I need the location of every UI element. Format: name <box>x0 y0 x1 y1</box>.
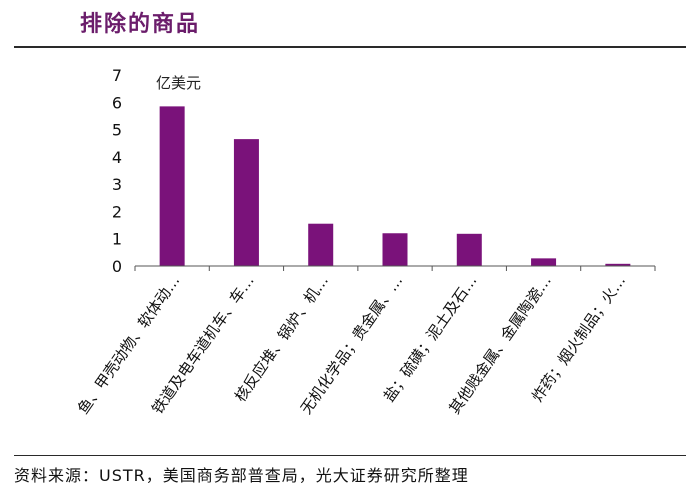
bar <box>531 258 557 266</box>
y-tick-label: 5 <box>112 121 122 140</box>
page-title: 排除的商品 <box>80 11 201 37</box>
y-tick-label: 0 <box>112 257 122 276</box>
x-axis: 鱼、甲壳动物、软体动…铁道及电车道机车、车…核反应堆、锅炉、机…无机化学品；贵金… <box>74 265 656 417</box>
y-tick-label: 3 <box>112 175 122 194</box>
bars <box>159 106 631 266</box>
y-tick-label: 1 <box>112 230 122 249</box>
bar <box>456 233 482 266</box>
bar-chart: 0 1 2 3 4 5 6 7 鱼、甲壳动物、软体动…铁道及电车道机车、车…核反应堆、锅炉、机… <box>74 66 656 417</box>
bar <box>159 106 185 266</box>
y-tick-label: 6 <box>112 93 122 112</box>
unit-label: 亿美元 <box>156 74 202 92</box>
y-tick-label: 4 <box>112 148 122 167</box>
y-axis: 0 1 2 3 4 5 6 7 <box>112 66 122 276</box>
y-tick-label: 2 <box>112 202 122 221</box>
title-divider <box>14 46 686 48</box>
bar <box>605 263 631 266</box>
bar <box>308 223 334 266</box>
source-divider <box>14 455 686 456</box>
bar <box>233 139 259 266</box>
y-tick-label: 7 <box>112 66 122 85</box>
source-note: 资料来源：USTR，美国商务部普查局，光大证券研究所整理 <box>14 466 469 485</box>
bar <box>382 233 408 266</box>
